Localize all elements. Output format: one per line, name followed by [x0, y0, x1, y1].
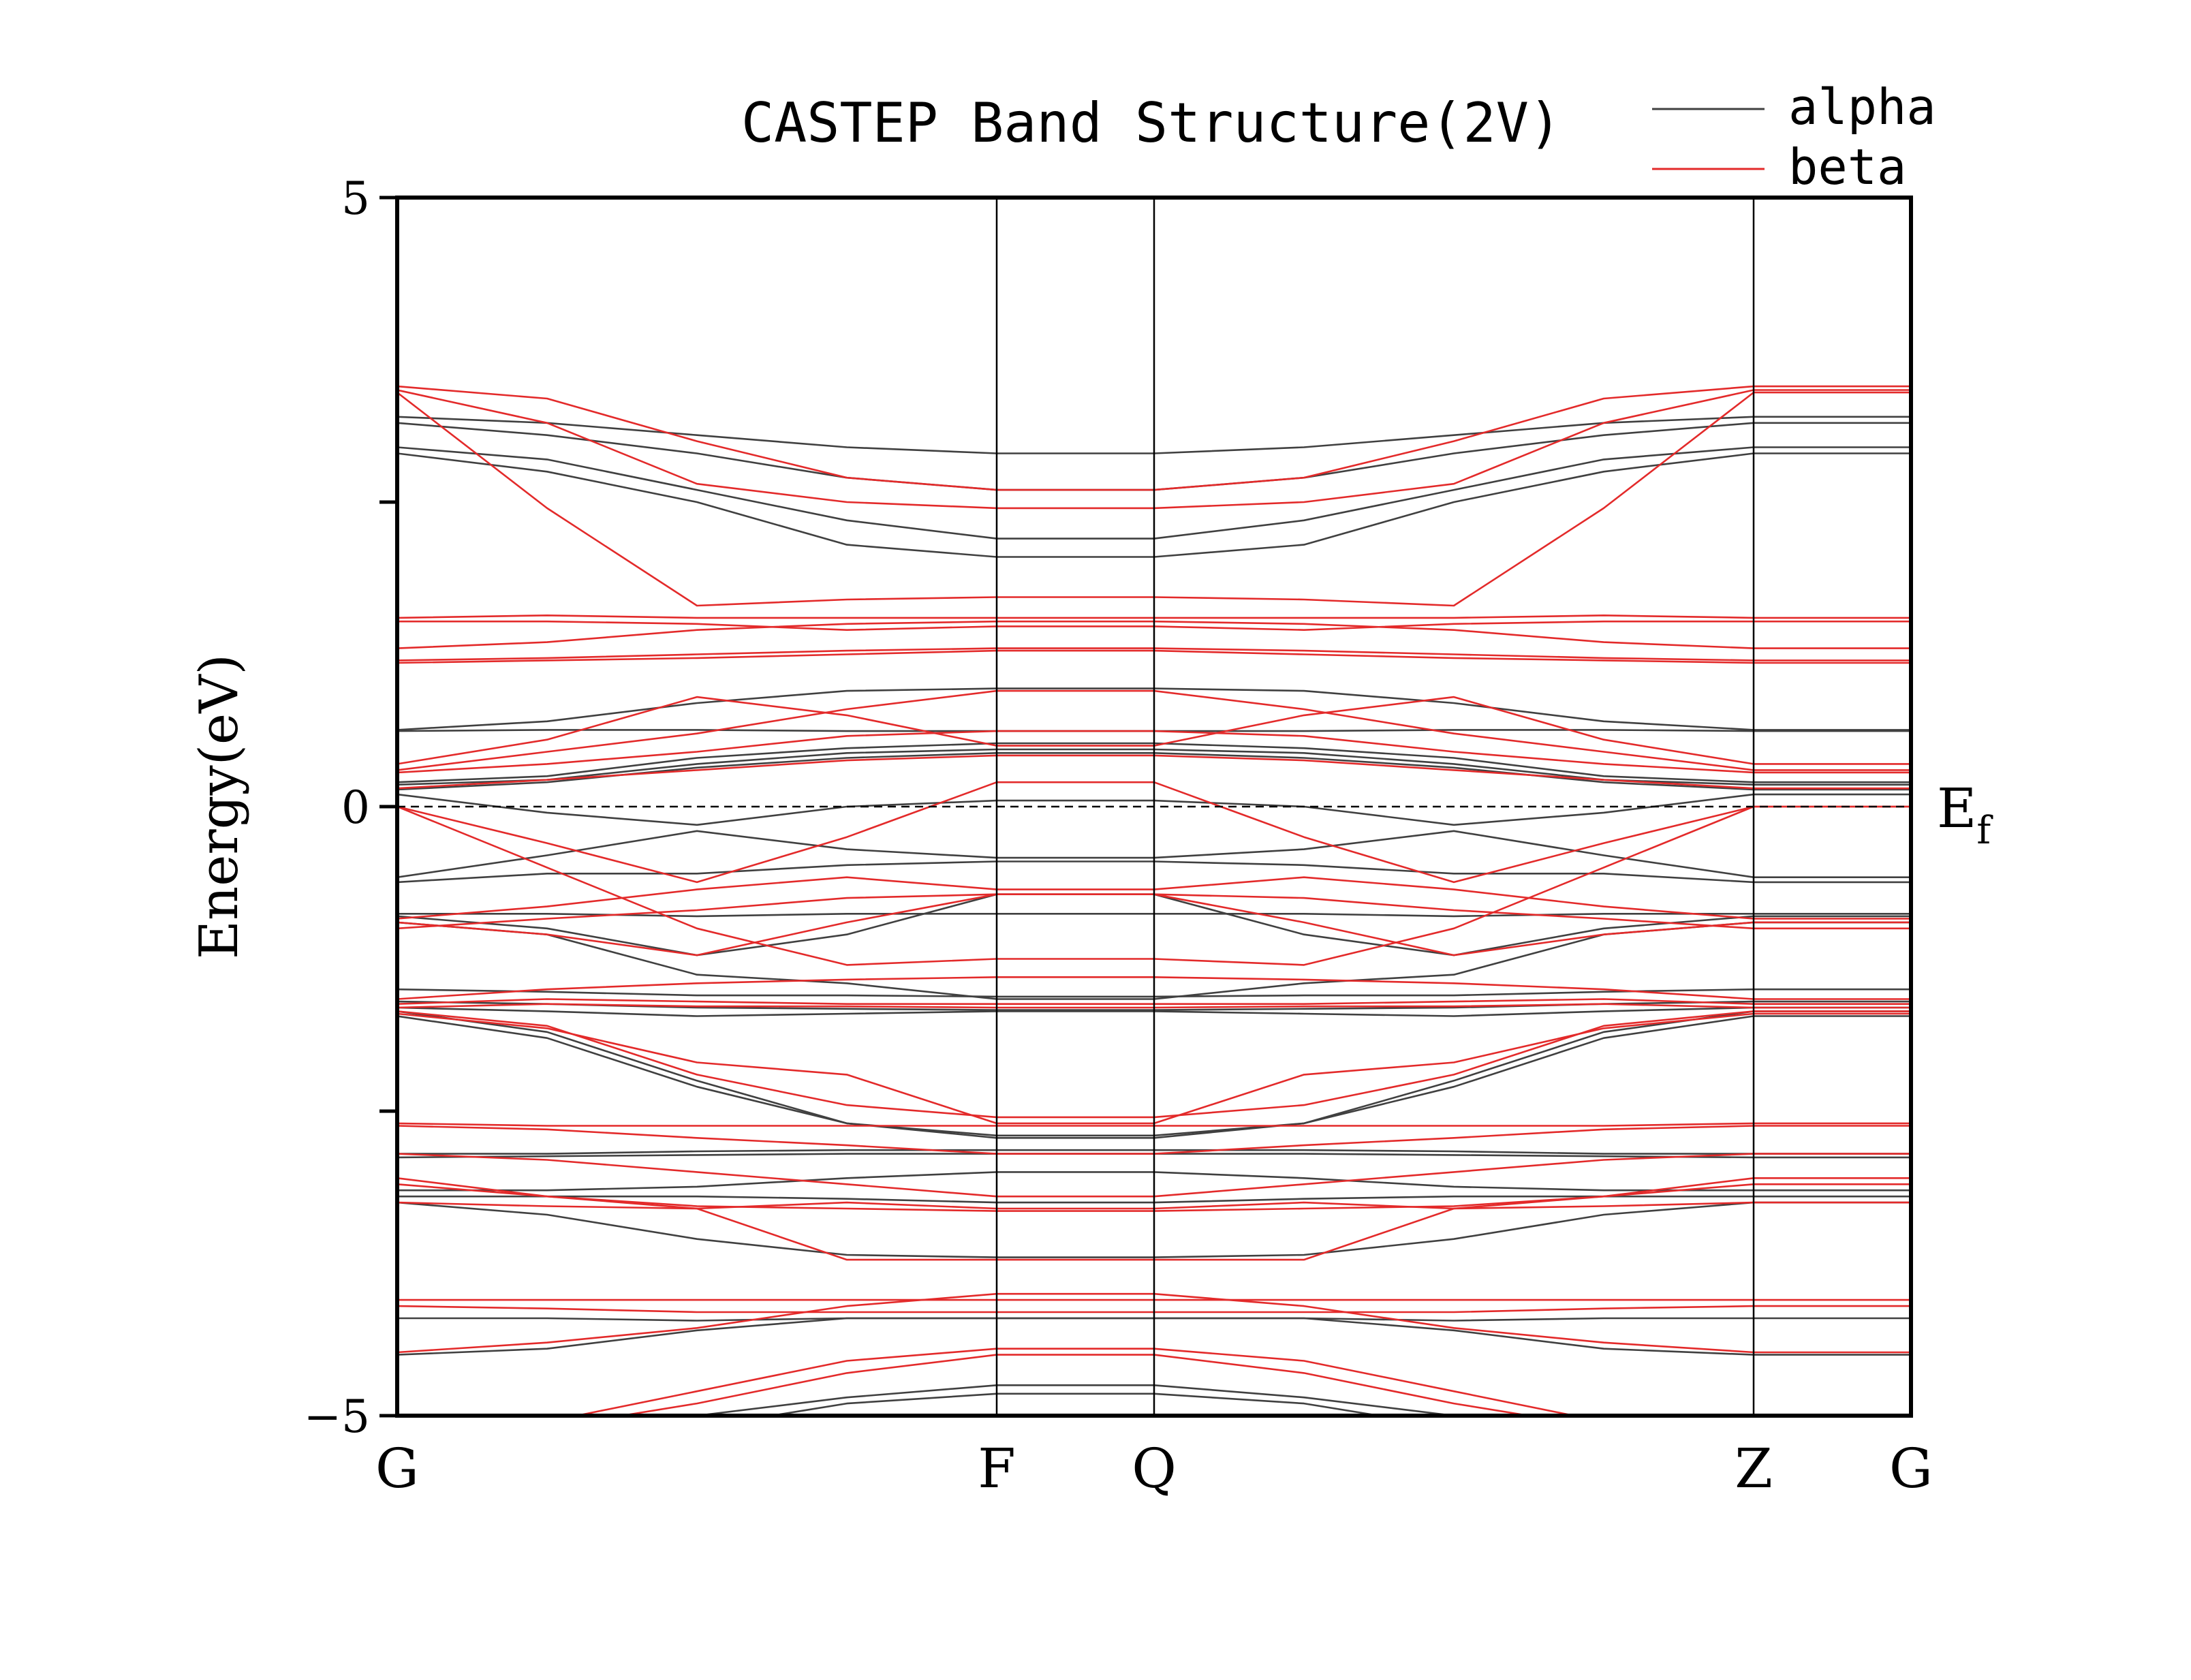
y-axis-label: Energy(eV)	[189, 654, 250, 959]
y-axis-group: 5 0 −5	[304, 172, 397, 1443]
legend-label-beta: beta	[1788, 138, 1906, 196]
y-tick-label-4: −5	[304, 1390, 370, 1443]
y-tick-label-2: 0	[341, 781, 370, 834]
y-tick-label-0: 5	[341, 172, 370, 225]
k-point-label-4: G	[1889, 1437, 1933, 1500]
chart-title: CASTEP Band Structure(2V)	[741, 91, 1561, 155]
plot-frame	[395, 196, 1913, 1418]
k-point-label-2: Q	[1132, 1437, 1177, 1500]
fermi-level-subscript: f	[1976, 809, 1993, 853]
legend-label-alpha: alpha	[1788, 78, 1936, 136]
k-point-label-0: G	[375, 1437, 419, 1500]
k-point-label-3: Z	[1735, 1437, 1773, 1500]
k-point-label-1: F	[978, 1437, 1016, 1500]
fermi-level-label: Ef	[1937, 777, 1993, 853]
